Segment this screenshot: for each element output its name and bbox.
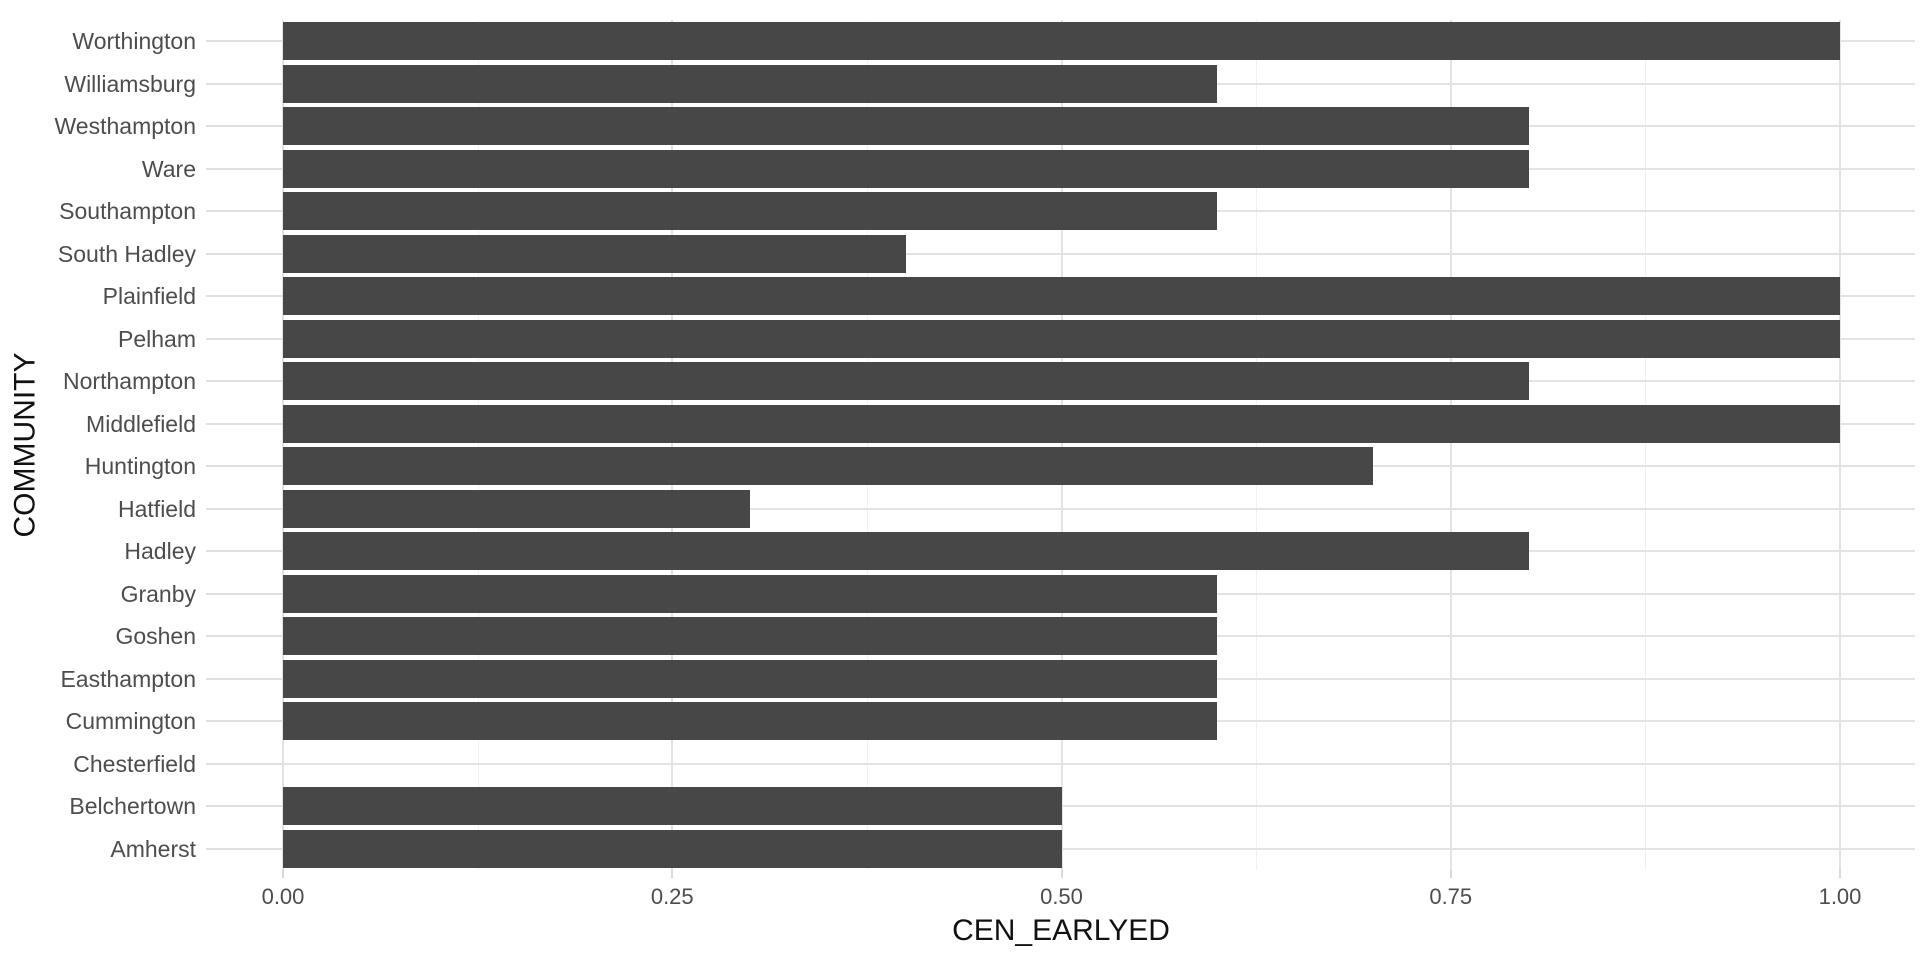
horizontal-gridline [283, 507, 1915, 510]
horizontal-gridline [283, 252, 1915, 255]
y-axis-label: Southampton [59, 198, 196, 225]
bar-south-hadley [283, 234, 906, 273]
x-tick-mark [1449, 870, 1452, 878]
bar-easthampton [283, 659, 1218, 698]
x-tick-mark [1060, 870, 1063, 878]
y-tick-line [206, 422, 283, 425]
bar-cummington [283, 702, 1218, 741]
y-tick-line [206, 210, 283, 213]
y-tick-line [206, 125, 283, 128]
y-axis-label: Northampton [63, 368, 196, 395]
y-axis-label: Williamsburg [64, 70, 196, 97]
vertical-gridline-major [282, 20, 284, 870]
bar-southampton [283, 192, 1218, 231]
y-tick-line [206, 337, 283, 340]
horizontal-gridline [283, 805, 1915, 808]
bar-amherst [283, 829, 1062, 868]
y-axis-label: Granby [120, 580, 196, 607]
vertical-gridline-minor [866, 20, 868, 870]
bar-hatfield [283, 489, 751, 528]
bar-goshen [283, 617, 1218, 656]
bar-ware [283, 149, 1529, 188]
x-tick-mark [1839, 870, 1841, 878]
bar-middlefield [283, 404, 1840, 443]
bar-northampton [283, 362, 1529, 401]
y-tick-line [206, 720, 283, 723]
x-tick-label: 0.50 [1040, 884, 1083, 909]
y-tick-line [206, 762, 283, 765]
y-tick-line [206, 295, 283, 298]
bar-belchertown [283, 787, 1062, 826]
y-tick-line [206, 380, 283, 383]
y-axis-label: South Hadley [57, 240, 196, 267]
bar-granby [283, 574, 1218, 613]
bar-pelham [283, 319, 1840, 358]
vertical-gridline-major [1839, 20, 1841, 870]
x-tick-label: 1.00 [1818, 884, 1862, 909]
y-axis-label: Hatfield [118, 495, 196, 522]
bar-westhampton [283, 107, 1529, 146]
bar-hadley [283, 532, 1529, 571]
y-axis-label: Huntington [84, 453, 196, 480]
vertical-gridline-major [1449, 20, 1452, 870]
x-tick-label: 0.00 [261, 884, 305, 909]
y-axis-label: Amherst [110, 835, 196, 862]
vertical-gridline-minor [1645, 20, 1647, 870]
bar-huntington [283, 447, 1373, 486]
horizontal-gridline [283, 762, 1915, 765]
vertical-gridline-major [671, 20, 674, 870]
y-axis-label: Ware [141, 155, 196, 182]
y-tick-line [206, 550, 283, 553]
y-tick-line [206, 465, 283, 468]
horizontal-gridline [283, 847, 1915, 850]
y-tick-line [206, 252, 283, 255]
x-tick-label: 0.75 [1429, 884, 1473, 909]
x-axis-title: CEN_EARLYED [952, 914, 1170, 947]
y-axis-label: Goshen [115, 623, 196, 650]
vertical-gridline-minor [1256, 20, 1258, 870]
y-tick-line [206, 677, 283, 680]
y-axis-label: Plainfield [102, 283, 196, 310]
y-tick-line [206, 805, 283, 808]
y-axis-label: Worthington [72, 28, 196, 55]
y-axis-label: Westhampton [54, 113, 196, 140]
y-tick-line [206, 592, 283, 595]
y-tick-line [206, 167, 283, 170]
y-tick-line [206, 507, 283, 510]
y-axis-label: Belchertown [69, 793, 196, 820]
x-tick-mark [671, 870, 674, 878]
y-axis-label: Chesterfield [73, 750, 196, 777]
bar-worthington [283, 22, 1840, 61]
y-axis-label: Middlefield [86, 410, 196, 437]
y-tick-line [206, 635, 283, 638]
x-tick-mark [282, 870, 284, 878]
bar-plainfield [283, 277, 1840, 316]
vertical-gridline-minor [477, 20, 479, 870]
y-tick-line [206, 847, 283, 850]
y-axis-label: Easthampton [60, 665, 196, 692]
vertical-gridline-major [1060, 20, 1063, 870]
y-axis-label: Hadley [124, 538, 196, 565]
y-axis-label: Pelham [118, 325, 196, 352]
y-tick-line [206, 40, 283, 43]
plot-panel [282, 20, 1915, 870]
x-tick-label: 0.25 [650, 884, 694, 909]
y-axis-label: Cummington [65, 708, 196, 735]
bar-williamsburg [283, 64, 1218, 103]
y-tick-line [206, 82, 283, 85]
